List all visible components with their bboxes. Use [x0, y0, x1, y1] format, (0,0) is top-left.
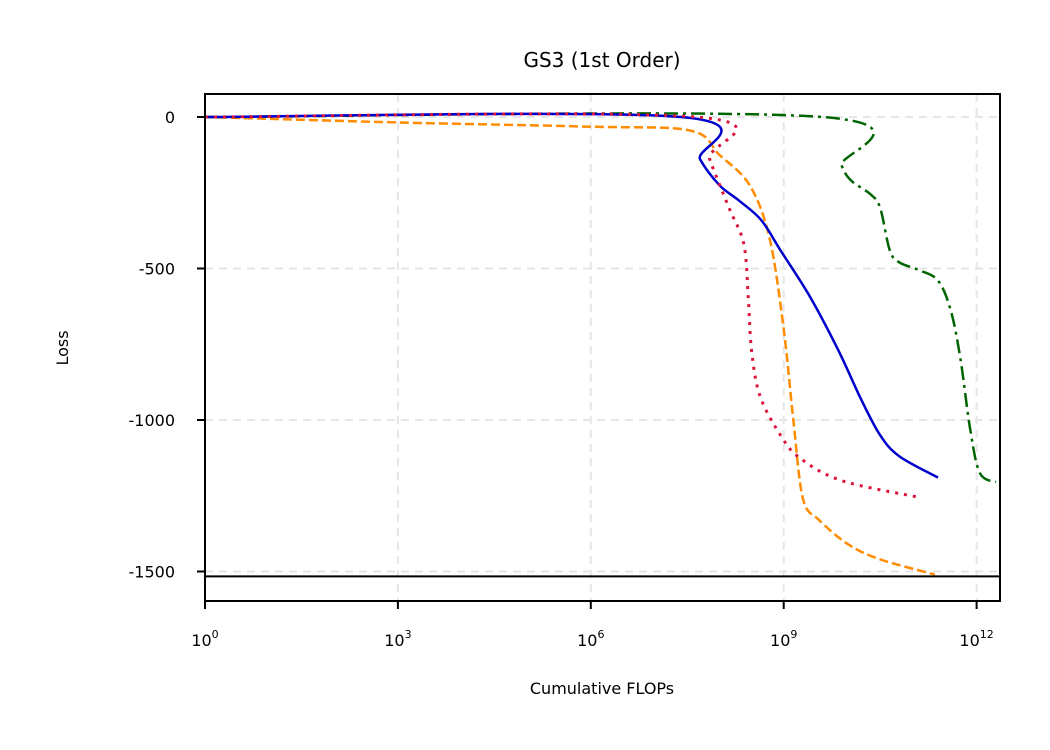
y-tick-label: -1500	[129, 563, 176, 582]
series-blue-solid	[204, 112, 939, 479]
series-green-dashdot	[204, 112, 997, 484]
x-tick-label: 1012	[959, 628, 993, 650]
grid-lines	[205, 94, 1000, 601]
series-orange-dashed	[204, 115, 936, 576]
x-axis-label: Cumulative FLOPs	[530, 679, 674, 698]
plot-frame	[204, 93, 1001, 602]
x-tick-label: 100	[191, 628, 218, 650]
y-axis-label: Loss	[53, 330, 72, 365]
chart-title: GS3 (1st Order)	[523, 48, 680, 72]
y-tick-label: 0	[165, 108, 175, 127]
series-lines	[204, 112, 997, 576]
y-tick-label: -1000	[129, 411, 176, 430]
y-tick-label: -500	[139, 260, 175, 279]
x-tick-label: 109	[770, 628, 797, 650]
y-axis-ticks: 0 -500 -1000 -1500	[129, 108, 205, 582]
x-tick-label: 103	[384, 628, 411, 650]
x-tick-label: 106	[577, 628, 604, 650]
series-red-dotted	[204, 112, 920, 499]
x-axis-ticks: 100 103 106 109 1012	[191, 601, 994, 650]
